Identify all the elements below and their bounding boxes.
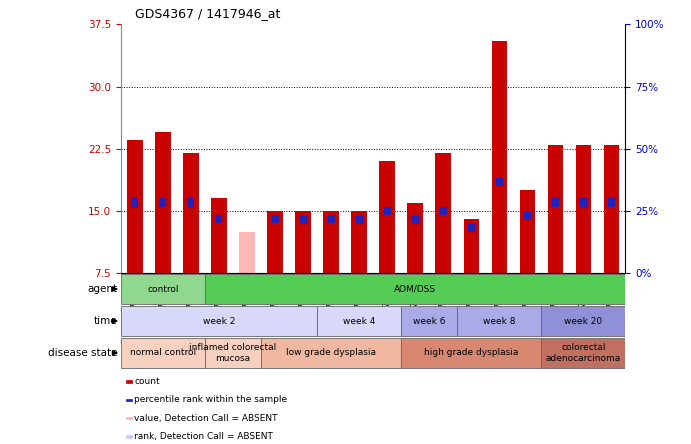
Text: low grade dysplasia: low grade dysplasia [286,349,376,357]
Bar [439,207,446,215]
FancyBboxPatch shape [401,306,457,336]
Text: value, Detection Call = ABSENT: value, Detection Call = ABSENT [134,413,278,423]
Bar [552,198,559,207]
Text: AOM/DSS: AOM/DSS [394,285,436,293]
Bar [408,202,423,273]
Bar [295,211,311,273]
Text: week 2: week 2 [203,317,235,325]
Text: time: time [94,316,117,326]
Bar [576,145,591,273]
Bar [580,198,587,207]
Bar [524,211,531,219]
Bar [183,153,199,273]
Bar [520,190,535,273]
Bar [155,132,171,273]
FancyBboxPatch shape [205,338,261,368]
FancyBboxPatch shape [121,274,205,304]
FancyBboxPatch shape [261,338,401,368]
Text: colorectal
adenocarcinoma: colorectal adenocarcinoma [546,343,621,363]
Bar [216,215,223,223]
Bar [126,417,132,419]
Bar [379,161,395,273]
FancyBboxPatch shape [121,306,317,336]
Bar [491,41,507,273]
Text: week 8: week 8 [483,317,515,325]
Text: week 4: week 4 [343,317,375,325]
Bar [243,331,251,339]
Bar [352,211,367,273]
FancyBboxPatch shape [457,306,541,336]
Text: inflamed colorectal
mucosa: inflamed colorectal mucosa [189,343,276,363]
Text: percentile rank within the sample: percentile rank within the sample [134,395,287,404]
Text: high grade dysplasia: high grade dysplasia [424,349,518,357]
Bar [412,215,419,223]
Bar [126,399,132,401]
FancyBboxPatch shape [541,338,625,368]
Text: disease state: disease state [48,348,117,358]
Bar [608,198,615,207]
Bar [126,380,132,383]
Bar [239,232,255,273]
Text: week 20: week 20 [565,317,603,325]
FancyBboxPatch shape [317,306,401,336]
Bar [604,145,619,273]
FancyBboxPatch shape [541,306,625,336]
Bar [126,435,132,438]
Bar [127,140,142,273]
Bar [468,223,475,232]
Text: normal control: normal control [130,349,196,357]
Bar [435,153,451,273]
Text: control: control [147,285,179,293]
Bar [384,207,390,215]
Bar [300,215,307,223]
Bar [464,219,479,273]
Bar [267,211,283,273]
Text: agent: agent [87,284,117,294]
FancyBboxPatch shape [121,338,205,368]
Bar [272,215,278,223]
FancyBboxPatch shape [205,274,625,304]
Bar [547,145,563,273]
Bar [328,215,334,223]
Text: rank, Detection Call = ABSENT: rank, Detection Call = ABSENT [134,432,273,441]
Text: week 6: week 6 [413,317,446,325]
Bar [160,198,167,207]
Bar [495,178,503,186]
Text: GDS4367 / 1417946_at: GDS4367 / 1417946_at [135,7,280,20]
Bar [211,198,227,273]
Bar [323,211,339,273]
Bar [187,198,194,207]
Bar [131,198,138,207]
Bar [356,215,363,223]
FancyBboxPatch shape [401,338,541,368]
Text: count: count [134,377,160,386]
